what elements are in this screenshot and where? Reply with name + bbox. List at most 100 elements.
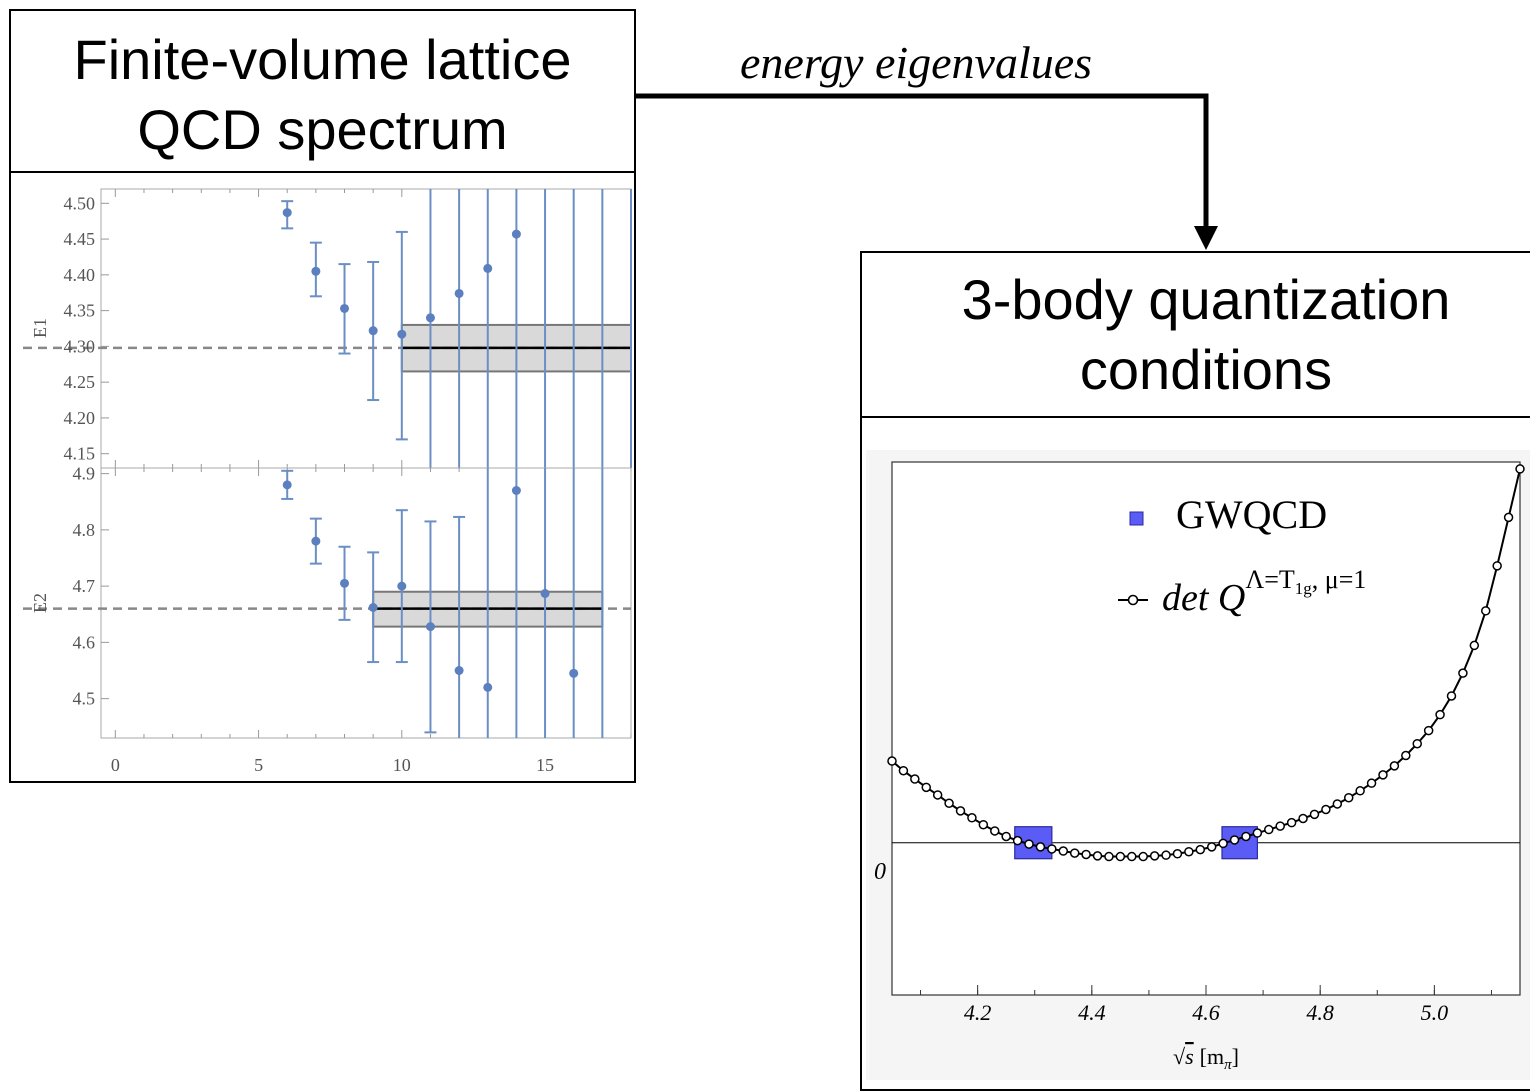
quantization-title: 3-body quantization conditions xyxy=(862,265,1530,405)
det-q-curve-marker xyxy=(921,782,932,793)
e1-ytick-label: 4.20 xyxy=(64,408,96,428)
quant-xlabel-root: s xyxy=(1185,1044,1194,1069)
legend-det-superscript-tail: , μ=1 xyxy=(1312,565,1367,594)
e2-xtick-label: 0 xyxy=(111,755,120,775)
lattice-spectrum-chart: 4.154.204.254.304.354.404.454.50 4.54.64… xyxy=(23,188,633,775)
quant-xtick-label: 4.2 xyxy=(964,1000,992,1025)
quant-xlabel-sub: π xyxy=(1224,1057,1232,1073)
e2-ytick-label: 4.6 xyxy=(73,632,96,652)
e1-data-point xyxy=(282,208,292,218)
quant-xtick-label: 4.4 xyxy=(1078,1000,1106,1025)
det-q-curve-marker xyxy=(955,806,966,816)
det-q-curve-marker xyxy=(1035,842,1046,852)
det-q-curve-marker xyxy=(1229,835,1240,845)
det-q-curve-marker xyxy=(1024,839,1034,849)
quantization-title-divider xyxy=(862,416,1530,418)
e1-data-point xyxy=(311,266,321,276)
e2-axis-label: E2 xyxy=(30,593,50,613)
e1-ytick-label: 4.40 xyxy=(64,265,96,285)
det-q-curve-marker xyxy=(1366,778,1377,788)
lattice-title-line1: Finite-volume lattice xyxy=(73,28,572,91)
det-q-curve-marker xyxy=(1149,851,1160,861)
e2-data-point xyxy=(282,480,292,490)
det-q-curve-marker xyxy=(1286,817,1297,828)
det-q-curve-marker xyxy=(1503,512,1514,523)
e1-data-point xyxy=(425,313,435,323)
e2-ytick-label: 4.7 xyxy=(73,576,96,596)
quantization-chart: 4.2 4.4 4.6 4.8 5.0 GWQCD det QΛ=T1g, μ=1 0 … xyxy=(866,450,1530,1080)
det-q-curve-marker xyxy=(932,790,943,800)
e2-data-point xyxy=(483,682,493,692)
e1-data-point xyxy=(368,326,378,336)
det-q-curve-marker xyxy=(1401,750,1411,761)
quant-xlabel-unit: [m xyxy=(1200,1044,1224,1069)
legend-det-superscript: Λ=T xyxy=(1245,565,1295,594)
e1-data-point xyxy=(483,263,493,273)
quant-xlabel: √s [mπ] xyxy=(1173,1044,1239,1073)
det-q-curve-marker xyxy=(1241,831,1251,842)
det-q-curve-marker xyxy=(1069,848,1080,858)
legend-det-superscript-sub: 1g xyxy=(1295,579,1313,598)
det-q-curve-marker xyxy=(1172,849,1183,859)
legend-gwqcd-marker xyxy=(1129,511,1144,526)
det-q-curve-marker xyxy=(1458,668,1468,678)
e2-data-point xyxy=(340,578,350,588)
e2-data-point xyxy=(425,622,435,632)
det-q-curve-marker xyxy=(1115,851,1126,862)
det-q-curve-marker xyxy=(1492,561,1502,571)
det-q-curve-marker xyxy=(1264,824,1274,835)
det-q-curve-marker xyxy=(1195,844,1206,855)
quant-ytick-zero: 0 xyxy=(874,859,886,885)
e2-ytick-label: 4.8 xyxy=(73,520,96,540)
e2-data-point xyxy=(511,486,521,495)
quant-xlabel-sqrt: √ xyxy=(1173,1044,1186,1069)
quant-xtick-label: 4.6 xyxy=(1192,1000,1220,1025)
det-q-curve-marker xyxy=(990,826,1000,836)
det-q-curve-marker xyxy=(1081,849,1091,860)
e1-ytick-label: 4.50 xyxy=(64,193,96,213)
quantization-title-line1: 3-body quantization xyxy=(961,268,1451,331)
e2-data-point xyxy=(454,666,464,675)
det-q-curve-marker xyxy=(978,819,989,830)
det-q-curve-marker xyxy=(1298,813,1308,824)
e2-ytick-label: 4.9 xyxy=(73,464,96,484)
quantization-title-line2: conditions xyxy=(1079,338,1333,401)
det-q-curve-marker xyxy=(1161,850,1171,860)
e1-ytick-label: 4.25 xyxy=(64,372,96,392)
lattice-title-line2: QCD spectrum xyxy=(137,98,508,161)
det-q-curve-marker xyxy=(1206,842,1217,852)
legend-det-prefix: det Q xyxy=(1162,577,1245,619)
e1-ytick-label: 4.35 xyxy=(64,301,96,321)
det-q-curve-marker xyxy=(1446,691,1457,701)
det-q-curve-marker xyxy=(1378,770,1388,780)
det-q-curve-marker xyxy=(967,813,977,823)
det-q-curve-marker xyxy=(1184,846,1194,857)
quant-plot-content: 4.2 4.4 4.6 4.8 5.0 xyxy=(887,464,1525,1025)
det-q-curve-marker xyxy=(887,756,897,766)
det-q-curve-marker xyxy=(910,774,920,784)
det-q-curve-marker xyxy=(1047,844,1057,854)
det-q-curve-marker xyxy=(1389,761,1400,771)
e2-xtick-label: 10 xyxy=(393,755,411,775)
e1-data-point xyxy=(340,303,350,313)
e2-data-point xyxy=(569,668,579,678)
flow-arrow-head xyxy=(1194,226,1218,250)
e2-data-point xyxy=(311,536,321,546)
det-q-curve-marker xyxy=(1218,838,1228,849)
e1-ytick-label: 4.15 xyxy=(64,444,96,464)
det-q-curve-marker xyxy=(1423,725,1434,736)
det-q-curve-marker xyxy=(1321,804,1331,815)
flow-arrow-line xyxy=(636,93,1209,232)
e1-axis-label: E1 xyxy=(30,318,50,338)
det-q-curve-marker xyxy=(1412,738,1422,749)
quant-xlabel-close: ] xyxy=(1232,1044,1239,1069)
quant-xtick-label: 5.0 xyxy=(1421,1000,1449,1025)
det-q-curve-marker xyxy=(1480,606,1491,616)
e2-panel: 4.5 4.6 4.7 4.8 4.9 0 5 10 15 xyxy=(23,464,632,775)
det-q-curve-marker xyxy=(944,798,954,809)
legend-det-circle-marker xyxy=(1127,594,1139,606)
det-q-curve-marker xyxy=(1275,821,1285,831)
e1-data-point xyxy=(454,288,464,298)
quant-xtick-label: 4.8 xyxy=(1306,1000,1334,1025)
det-q-curve-marker xyxy=(1252,828,1263,838)
